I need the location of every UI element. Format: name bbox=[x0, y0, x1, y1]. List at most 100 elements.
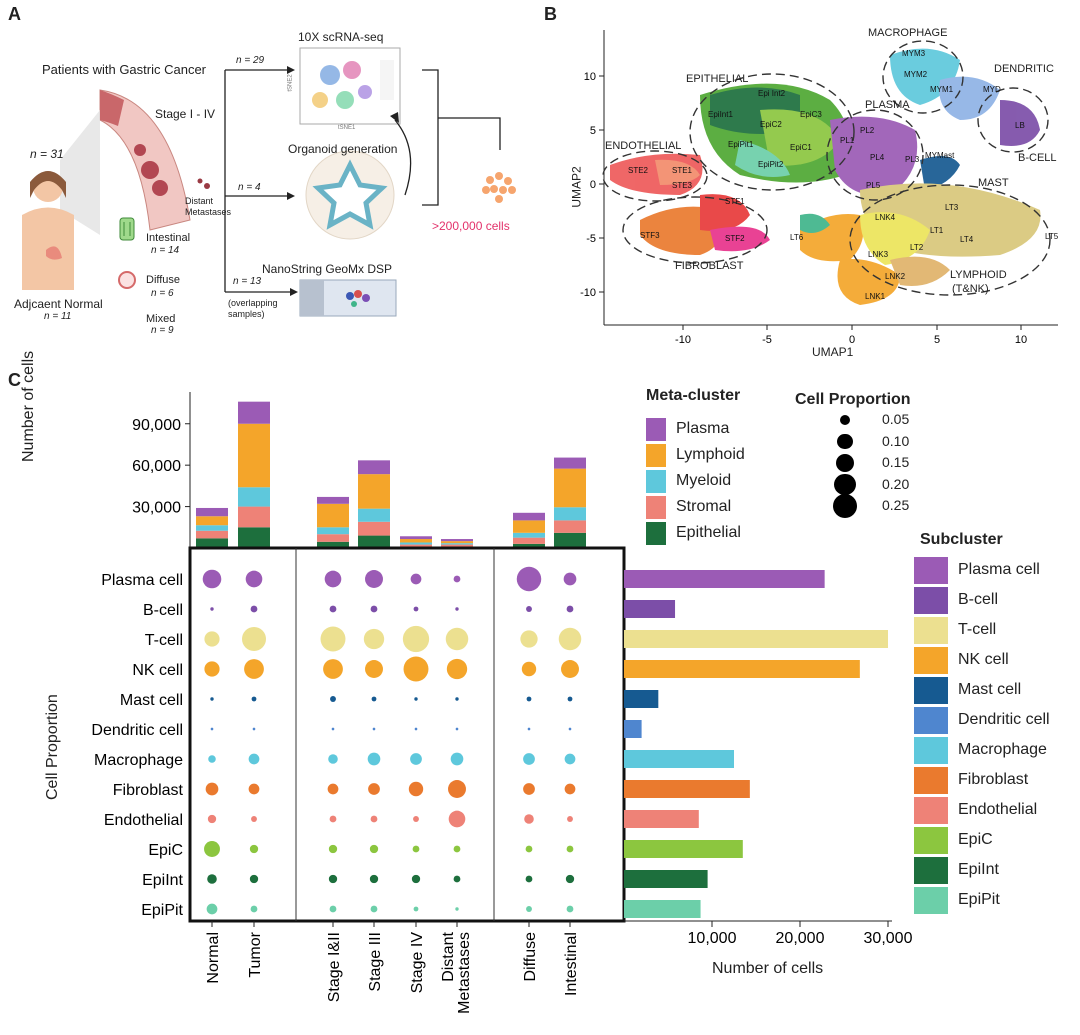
stacked-bar-segment bbox=[441, 543, 473, 545]
arrow-dsp-n: n = 13 bbox=[233, 276, 262, 287]
dotplot-dot bbox=[210, 607, 214, 611]
umap-clusters bbox=[610, 48, 1041, 305]
cells-total-label: >200,000 cells bbox=[432, 219, 510, 233]
group-macrophage: MACROPHAGE bbox=[868, 27, 948, 39]
stacked-bar-segment bbox=[196, 530, 228, 539]
subtype-intestinal-label: Intestinal bbox=[146, 232, 191, 244]
dotplot-dot bbox=[524, 814, 534, 824]
diffuse-icon bbox=[118, 271, 136, 289]
hbar bbox=[624, 690, 659, 708]
dotplot-dot bbox=[564, 783, 576, 795]
umap-subcluster-label: Epi Int2 bbox=[758, 89, 786, 98]
stacked-bar-segment bbox=[358, 474, 390, 509]
umap-subcluster-label: STF1 bbox=[725, 197, 745, 206]
adjacent-normal-n: n = 11 bbox=[44, 311, 72, 322]
stacked-bar-segment bbox=[317, 541, 349, 548]
umap-axes bbox=[603, 30, 1058, 326]
dotplot-dot bbox=[329, 905, 337, 913]
sub-legend-label: B-cell bbox=[958, 591, 999, 608]
stacked-ytick-label: 30,000 bbox=[132, 500, 181, 517]
hbar bbox=[624, 780, 750, 798]
umap-subcluster-label: EpiPit1 bbox=[728, 140, 754, 149]
dotplot-dot bbox=[523, 783, 535, 795]
meta-legend-swatch bbox=[646, 443, 666, 467]
hbar-xtick-label: 20,000 bbox=[776, 930, 825, 947]
dotplot-dot bbox=[242, 627, 266, 651]
umap-xtick-label: 10 bbox=[1015, 334, 1027, 346]
dotplot-dot bbox=[365, 660, 383, 678]
dotplot-dot bbox=[248, 783, 260, 795]
dotplot-dot bbox=[523, 753, 535, 765]
dotplot-dot bbox=[567, 816, 573, 822]
dotplot-dot bbox=[448, 780, 466, 798]
sub-legend-label: Macrophage bbox=[958, 741, 1047, 758]
dotplot-dot bbox=[445, 627, 469, 651]
sub-legend-swatch bbox=[914, 796, 948, 824]
stacked-bar-segment bbox=[196, 507, 228, 517]
meta-legend-label: Stromal bbox=[676, 498, 732, 515]
umap-subcluster-label: EpiC2 bbox=[760, 120, 782, 129]
dotplot-dot bbox=[205, 782, 219, 796]
group-epithelial: EPITHELIAL bbox=[686, 73, 749, 85]
dotplot-row-label: T-cell bbox=[145, 632, 183, 649]
dotplot-dot bbox=[516, 566, 542, 592]
subtype-diffuse-n: n = 6 bbox=[151, 288, 174, 299]
stacked-bar-segment bbox=[317, 503, 349, 528]
sub-legend-label: Endothelial bbox=[958, 801, 1038, 818]
group-endothelial: ENDOTHELIAL bbox=[605, 140, 682, 152]
adjacent-normal-label: Adjcaent Normal bbox=[14, 297, 103, 311]
dotplot-dot bbox=[330, 696, 336, 702]
dotplot-dot bbox=[526, 906, 532, 912]
category-label: Distant bbox=[440, 931, 457, 981]
dotplot-dot bbox=[327, 783, 339, 795]
stacked-bar-segment bbox=[400, 542, 432, 545]
dotplot-dot bbox=[365, 570, 383, 588]
dotplot-dot bbox=[520, 630, 538, 648]
size-legend-label: 0.25 bbox=[882, 497, 910, 513]
umap-subcluster-label: STF3 bbox=[640, 231, 660, 240]
dotplot-row-label: B-cell bbox=[143, 602, 183, 619]
umap-subcluster-label: STE2 bbox=[628, 166, 649, 175]
umap-subcluster-label: EpiC1 bbox=[790, 143, 812, 152]
dotplot-frame bbox=[188, 546, 626, 923]
dotplot-dot bbox=[204, 661, 220, 677]
dotplot-dot bbox=[526, 696, 532, 702]
dotplot-dot bbox=[363, 628, 385, 650]
panel-a-stage: Stage I - IV bbox=[155, 107, 216, 121]
meta-legend-item: Plasma bbox=[646, 416, 729, 442]
category-label: Intestinal bbox=[563, 932, 580, 996]
umap-subcluster-label: MYM3 bbox=[902, 49, 926, 58]
dotplot-dot bbox=[369, 874, 379, 884]
arrow-scrna-n: n = 29 bbox=[236, 55, 265, 66]
sub-legend-label: Dendritic cell bbox=[958, 711, 1050, 728]
dotplot-row-label: Plasma cell bbox=[101, 572, 183, 589]
dotplot-dot bbox=[525, 875, 533, 883]
sub-legend-item: Endothelial bbox=[914, 795, 1037, 825]
dotplot-dot bbox=[412, 845, 420, 853]
sub-legend-swatch bbox=[914, 766, 948, 794]
hbar bbox=[624, 720, 642, 738]
umap-subcluster-label: EpiInt1 bbox=[708, 110, 733, 119]
stacked-bar-segment bbox=[358, 521, 390, 536]
stacked-bar-segment bbox=[400, 539, 432, 543]
umap-xtick-label: -10 bbox=[675, 334, 691, 346]
panel-b-letter: B bbox=[544, 4, 557, 24]
size-legend-title: Cell Proportion bbox=[795, 391, 911, 408]
stacked-bar-segment bbox=[400, 544, 432, 547]
dotplot-dot bbox=[455, 697, 459, 701]
sub-legend-swatch bbox=[914, 646, 948, 674]
tsne-xlabel: tSNE1 bbox=[338, 125, 356, 131]
dotplot-dot bbox=[249, 844, 259, 854]
patient-illustration bbox=[22, 171, 74, 290]
dotplot-dot bbox=[370, 815, 378, 823]
meta-legend-label: Plasma bbox=[676, 420, 730, 437]
size-legend-label: 0.15 bbox=[882, 454, 910, 470]
sub-legend-item: EpiPit bbox=[914, 885, 1000, 915]
arrow-organoid-label: Organoid generation bbox=[288, 142, 398, 156]
dotplot-dot bbox=[402, 625, 430, 653]
dotplot-dot bbox=[453, 845, 461, 853]
meta-legend-swatch bbox=[646, 417, 666, 441]
dotplot-row-label: Mast cell bbox=[120, 692, 183, 709]
dotplot-dot bbox=[566, 845, 574, 853]
group-plasma: PLASMA bbox=[865, 99, 910, 111]
